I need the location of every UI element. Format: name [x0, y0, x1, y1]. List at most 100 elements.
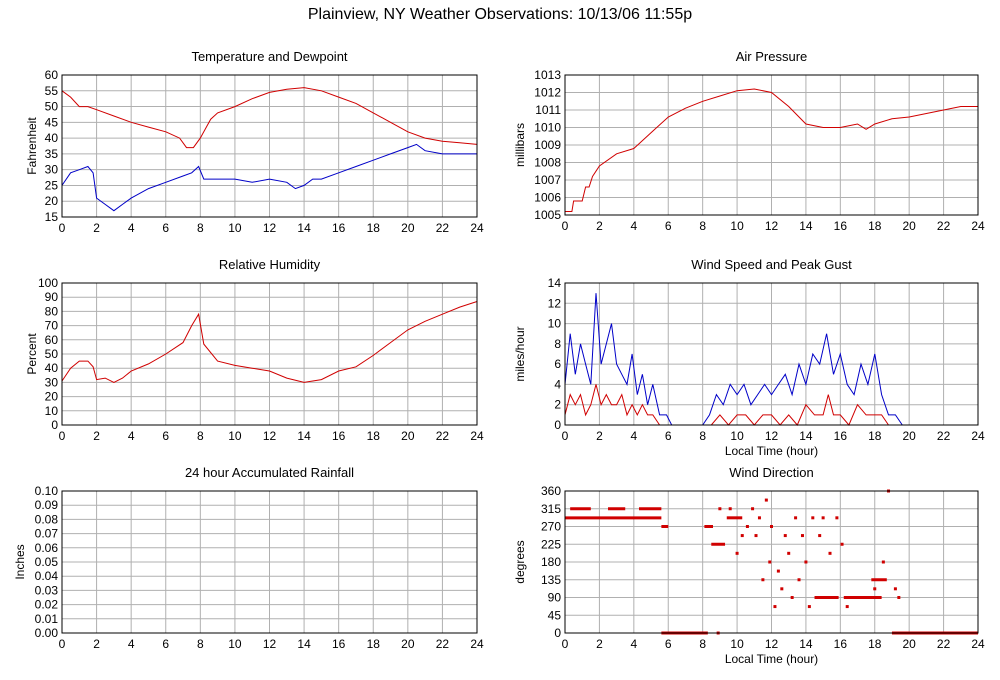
y-tick-label: 15	[45, 210, 59, 224]
x-tick-label: 14	[297, 221, 311, 235]
x-tick-label: 14	[297, 429, 311, 443]
x-tick-label: 24	[470, 429, 484, 443]
y-tick-label: 0.10	[35, 484, 59, 498]
x-tick-label: 6	[162, 221, 169, 235]
y-tick-label: 1010	[534, 121, 561, 135]
pressure-frame	[564, 74, 979, 216]
x-tick-label: 18	[367, 429, 381, 443]
y-tick-label: 180	[541, 555, 561, 569]
direction-point	[783, 534, 787, 538]
y-tick-label: 50	[45, 100, 59, 114]
x-tick-label: 4	[630, 637, 637, 651]
x-tick-label: 4	[128, 429, 135, 443]
y-tick-label: 50	[45, 347, 59, 361]
x-tick-label: 8	[197, 429, 204, 443]
y-tick-label: 20	[45, 390, 59, 404]
x-tick-label: 0	[562, 429, 569, 443]
y-tick-label: 8	[554, 337, 561, 351]
y-tick-label: 0.00	[35, 626, 59, 640]
x-tick-label: 24	[470, 221, 484, 235]
x-tick-label: 10	[228, 221, 242, 235]
y-tick-label: 90	[548, 591, 562, 605]
direction-point	[845, 605, 849, 609]
x-tick-label: 6	[665, 429, 672, 443]
y-tick-label: 4	[554, 377, 561, 391]
x-tick-label: 2	[93, 429, 100, 443]
y-tick-label: 70	[45, 319, 59, 333]
direction-point	[800, 534, 804, 538]
y-tick-label: 135	[541, 573, 561, 587]
rh-frame	[61, 282, 478, 426]
x-tick-label: 22	[436, 429, 450, 443]
x-tick-label: 18	[868, 637, 882, 651]
y-tick-label: 90	[45, 290, 59, 304]
temp-title: Temperature and Dewpoint	[191, 49, 347, 64]
y-tick-label: 1011	[535, 103, 561, 117]
rh-ylabel: Percent	[25, 333, 39, 375]
wind-series-line-0	[564, 293, 903, 426]
x-tick-label: 8	[699, 219, 706, 233]
y-tick-label: 40	[45, 131, 59, 145]
x-tick-label: 4	[630, 429, 637, 443]
direction-xlabel: Local Time (hour)	[725, 652, 818, 666]
direction-point	[770, 525, 773, 528]
wind-xlabel: Local Time (hour)	[725, 444, 818, 458]
x-tick-label: 20	[902, 429, 916, 443]
y-tick-label: 80	[45, 304, 59, 318]
x-tick-label: 10	[228, 429, 242, 443]
page-title: Plainview, NY Weather Observations: 10/1…	[307, 6, 693, 23]
y-tick-label: 225	[541, 537, 561, 551]
x-tick-label: 22	[937, 219, 951, 233]
y-tick-label: 10	[45, 404, 59, 418]
x-tick-label: 20	[401, 637, 415, 651]
y-tick-label: 0.03	[35, 583, 59, 597]
pressure-series-line-0	[565, 88, 978, 212]
x-tick-label: 0	[59, 637, 66, 651]
y-tick-label: 0.08	[35, 512, 59, 526]
direction-point	[873, 587, 877, 591]
x-tick-label: 12	[765, 637, 779, 651]
direction-title: Wind Direction	[729, 465, 814, 480]
x-tick-label: 12	[263, 429, 277, 443]
direction-point	[773, 605, 777, 609]
y-tick-label: 2	[554, 398, 561, 412]
x-tick-label: 2	[93, 221, 100, 235]
wind-ylabel: miles/hour	[513, 326, 527, 381]
y-tick-label: 0.06	[35, 541, 59, 555]
direction-point	[893, 587, 897, 591]
y-tick-label: 1007	[534, 173, 561, 187]
y-tick-label: 0.05	[35, 555, 59, 569]
x-tick-label: 10	[730, 219, 744, 233]
direction-point	[735, 551, 739, 555]
y-tick-label: 0.04	[35, 569, 59, 583]
x-tick-label: 16	[332, 637, 346, 651]
direction-point	[897, 596, 901, 599]
y-tick-label: 40	[45, 361, 59, 375]
direction-point	[764, 498, 768, 502]
y-tick-label: 60	[45, 68, 59, 82]
x-tick-label: 20	[401, 429, 415, 443]
wind-frame	[564, 282, 979, 426]
y-tick-label: 0	[51, 418, 58, 432]
y-tick-label: 100	[38, 276, 58, 290]
y-tick-label: 1006	[534, 191, 561, 205]
x-tick-label: 0	[59, 429, 66, 443]
direction-point	[768, 560, 772, 564]
direction-point	[811, 516, 815, 520]
direction-point	[787, 551, 791, 555]
rh-title: Relative Humidity	[219, 257, 321, 272]
x-tick-label: 20	[902, 219, 916, 233]
y-tick-label: 55	[45, 84, 59, 98]
y-tick-label: 0.01	[35, 612, 59, 626]
direction-point	[804, 560, 808, 564]
x-tick-label: 14	[799, 429, 813, 443]
y-tick-label: 315	[541, 502, 561, 516]
y-tick-label: 45	[45, 115, 59, 129]
x-tick-label: 8	[699, 637, 706, 651]
x-tick-label: 24	[971, 637, 985, 651]
x-tick-label: 24	[470, 637, 484, 651]
